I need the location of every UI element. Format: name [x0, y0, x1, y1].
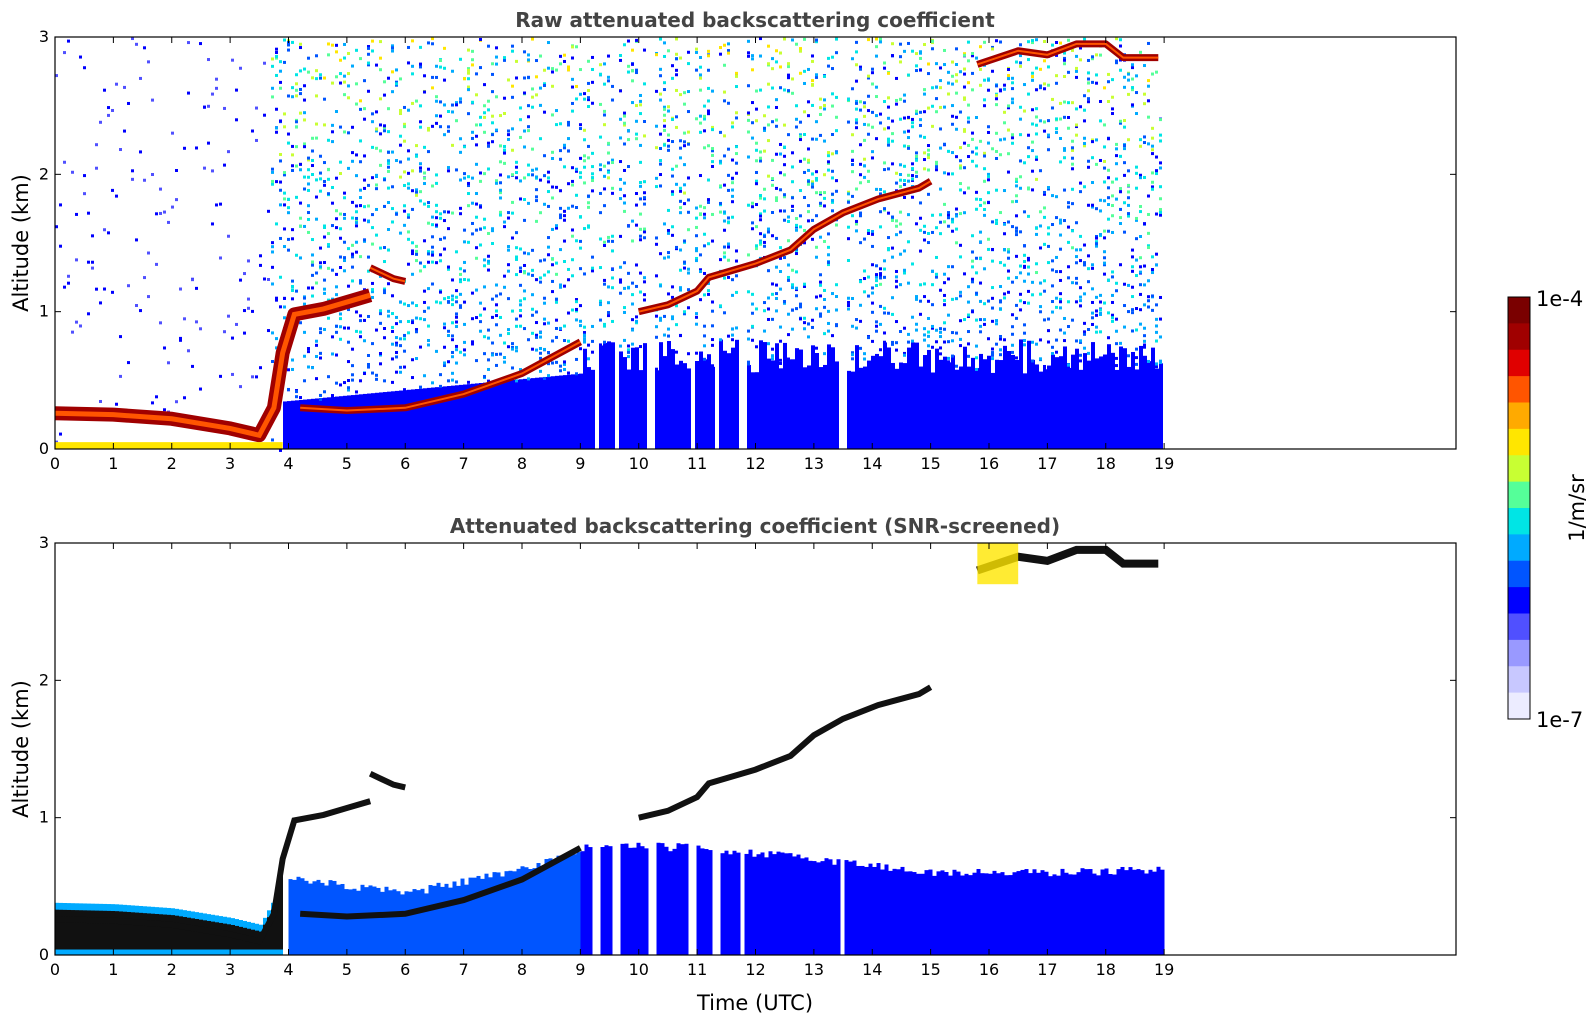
screened-backscatter-panel: Attenuated backscattering coefficient (S…: [9, 514, 1457, 1015]
y-tick-label: 3: [39, 27, 49, 46]
colorbar: 1e-4 1e-7 1/m/sr: [1507, 287, 1589, 732]
x-tick-label: 3: [225, 454, 235, 473]
x-tick-label: 13: [804, 960, 824, 979]
colorbar-frame: [1507, 296, 1531, 720]
colorbar-swatch: [1508, 428, 1530, 456]
colorbar-swatch: [1508, 376, 1530, 403]
x-tick-label: 1: [108, 454, 118, 473]
x-tick-label: 14: [862, 960, 882, 979]
x-tick-label: 3: [225, 960, 235, 979]
x-tick-label: 17: [1037, 960, 1057, 979]
x-tick-label: 12: [745, 454, 765, 473]
x-axis-label: Time (UTC): [696, 991, 813, 1015]
x-tick-label: 16: [979, 454, 999, 473]
raw-backscatter-panel: Raw attenuated backscattering coefficien…: [9, 8, 1457, 473]
x-tick-label: 2: [167, 960, 177, 979]
x-tick-label: 9: [575, 454, 585, 473]
x-tick-label: 6: [400, 960, 410, 979]
x-tick-label: 0: [50, 454, 60, 473]
screened-panel-title: Attenuated backscattering coefficient (S…: [450, 514, 1060, 538]
y-tick-label: 1: [39, 808, 49, 827]
colorbar-swatch: [1508, 402, 1530, 430]
screened-panel-y-label: Altitude (km): [9, 680, 33, 818]
raw-panel-data: [54, 37, 1163, 452]
x-tick-label: 9: [575, 960, 585, 979]
colorbar-swatch: [1508, 692, 1530, 720]
x-tick-label: 15: [920, 454, 940, 473]
raw-panel-title: Raw attenuated backscattering coefficien…: [515, 8, 995, 32]
x-tick-label: 11: [687, 960, 707, 979]
colorbar-swatch: [1508, 639, 1530, 667]
screened-panel-data: [54, 543, 1165, 955]
x-tick-label: 13: [804, 454, 824, 473]
y-tick-label: 0: [39, 439, 49, 458]
x-tick-label: 7: [459, 454, 469, 473]
y-tick-label: 2: [39, 164, 49, 183]
colorbar-swatch: [1508, 534, 1530, 562]
raw-panel-y-label: Altitude (km): [9, 174, 33, 312]
colorbar-swatch: [1508, 323, 1530, 351]
x-tick-label: 10: [629, 454, 649, 473]
colorbar-swatch: [1508, 666, 1530, 694]
colorbar-swatch: [1508, 560, 1530, 588]
y-tick-label: 1: [39, 302, 49, 321]
colorbar-min-label: 1e-7: [1536, 708, 1583, 732]
colorbar-unit-label: 1/m/sr: [1565, 474, 1589, 542]
x-tick-label: 5: [342, 960, 352, 979]
x-tick-label: 15: [920, 960, 940, 979]
colorbar-max-label: 1e-4: [1536, 287, 1583, 311]
x-tick-label: 1: [108, 960, 118, 979]
x-tick-label: 6: [400, 454, 410, 473]
x-tick-label: 2: [167, 454, 177, 473]
x-tick-label: 16: [979, 960, 999, 979]
x-tick-label: 11: [687, 454, 707, 473]
x-tick-label: 8: [517, 960, 527, 979]
y-tick-label: 2: [39, 670, 49, 689]
colorbar-swatch: [1508, 508, 1530, 535]
x-tick-label: 5: [342, 454, 352, 473]
x-tick-label: 14: [862, 454, 882, 473]
colorbar-swatches: [1508, 297, 1530, 720]
x-tick-label: 19: [1154, 454, 1174, 473]
x-tick-label: 19: [1154, 960, 1174, 979]
x-tick-label: 4: [283, 960, 293, 979]
x-tick-label: 8: [517, 454, 527, 473]
x-tick-label: 12: [745, 960, 765, 979]
x-tick-label: 18: [1096, 454, 1116, 473]
colorbar-swatch: [1508, 587, 1530, 614]
x-tick-label: 7: [459, 960, 469, 979]
colorbar-swatch: [1508, 349, 1530, 377]
x-tick-label: 17: [1037, 454, 1057, 473]
x-tick-label: 4: [283, 454, 293, 473]
colorbar-swatch: [1508, 297, 1530, 324]
colorbar-swatch: [1508, 613, 1530, 641]
y-tick-label: 3: [39, 533, 49, 552]
y-tick-label: 0: [39, 945, 49, 964]
colorbar-swatch: [1508, 455, 1530, 483]
x-tick-label: 18: [1096, 960, 1116, 979]
x-tick-label: 0: [50, 960, 60, 979]
colorbar-swatch: [1508, 481, 1530, 509]
x-tick-label: 10: [629, 960, 649, 979]
